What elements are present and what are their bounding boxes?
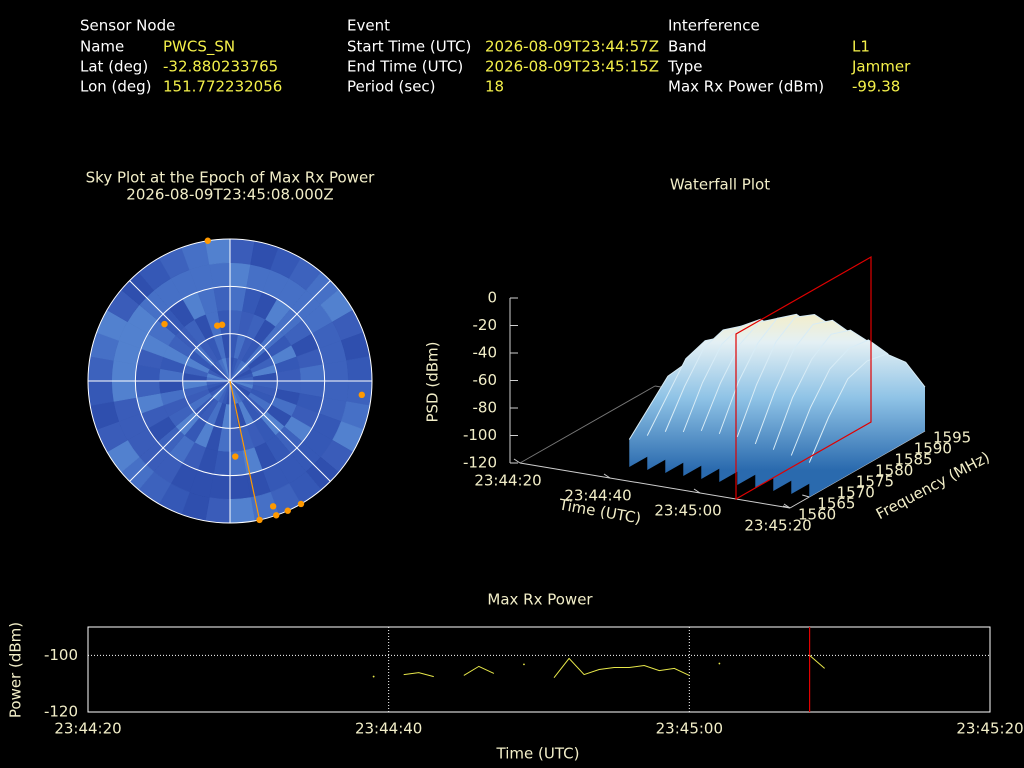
x-tick-label: 23:45:00 xyxy=(656,720,723,738)
satellite xyxy=(218,321,226,328)
x-tick-label: 23:44:20 xyxy=(474,472,541,490)
power-point xyxy=(523,663,525,666)
field-label: End Time (UTC) xyxy=(347,58,463,76)
field-value: 18 xyxy=(485,78,504,96)
sky-cell xyxy=(87,356,114,382)
y-tick-label: 1595 xyxy=(933,429,971,447)
field-value: -99.38 xyxy=(852,78,900,96)
satellite xyxy=(358,391,366,399)
y-tick-label: -100 xyxy=(44,646,78,664)
chart-title: Max Rx Power xyxy=(487,591,593,609)
plot-frame xyxy=(87,626,991,713)
z-tick-label: -40 xyxy=(473,344,498,362)
y-tick-label: 1565 xyxy=(817,495,855,513)
x-tick xyxy=(603,473,611,479)
field-label: Band xyxy=(668,38,707,56)
field-label: Period (sec) xyxy=(347,78,436,96)
field-value: 2026-08-09T23:45:15Z xyxy=(485,58,659,76)
bearing-line xyxy=(229,380,261,521)
azimuth-grid xyxy=(129,380,231,482)
chart-title: Waterfall Plot xyxy=(670,176,770,194)
surface-shade xyxy=(809,354,925,497)
time-axis xyxy=(519,462,791,509)
field-value: 2026-08-09T23:44:57Z xyxy=(485,38,659,56)
x-tick xyxy=(513,458,521,464)
y-tick-label: 1585 xyxy=(894,451,932,469)
satellite xyxy=(232,453,239,460)
section-title: Sensor Node xyxy=(80,17,175,35)
field-value: L1 xyxy=(852,38,870,56)
azimuth-grid xyxy=(229,280,331,382)
section-title: Event xyxy=(347,17,390,35)
z-tick-label: -60 xyxy=(473,371,498,389)
power-point xyxy=(718,662,721,665)
power-point xyxy=(372,675,375,678)
field-label: Lon (deg) xyxy=(80,78,152,96)
satellite xyxy=(273,512,280,519)
satellite xyxy=(297,500,305,508)
azimuth-grid xyxy=(229,380,331,482)
chart-subtitle: 2026-08-09T23:45:08.000Z xyxy=(126,186,333,204)
field-label: Type xyxy=(667,58,702,76)
field-value: Jammer xyxy=(851,58,911,76)
y-tick-label: 1580 xyxy=(875,462,913,480)
satellite xyxy=(161,320,168,328)
z-axis-label: PSD (dBm) xyxy=(424,341,442,422)
satellite xyxy=(284,507,291,514)
satellite xyxy=(204,237,211,244)
z-tick-label: -100 xyxy=(463,426,497,444)
field-value: PWCS_SN xyxy=(163,38,235,57)
y-axis-label: Power (dBm) xyxy=(7,622,25,718)
z-tick-label: -80 xyxy=(473,399,498,417)
base-edge xyxy=(519,385,656,464)
y-tick xyxy=(782,505,791,509)
sky-cell xyxy=(346,356,373,382)
chart-title: Sky Plot at the Epoch of Max Rx Power xyxy=(86,169,376,187)
sky-cell xyxy=(229,497,255,524)
z-tick-label: 0 xyxy=(487,289,497,307)
y-tick-label: 1590 xyxy=(914,440,952,458)
power-line xyxy=(403,672,434,678)
sky-cell xyxy=(229,238,255,265)
x-tick-label: 23:45:20 xyxy=(744,517,811,535)
power-line xyxy=(553,657,690,679)
field-label: Max Rx Power (dBm) xyxy=(668,78,824,96)
field-label: Start Time (UTC) xyxy=(347,38,471,56)
y-tick-label: 1560 xyxy=(798,506,836,524)
satellite xyxy=(256,516,263,524)
x-tick-label: 23:44:40 xyxy=(355,720,422,738)
x-tick-label: 23:44:20 xyxy=(54,720,121,738)
y-tick-label: -120 xyxy=(44,703,78,721)
power-line xyxy=(809,654,825,669)
surface-row xyxy=(808,353,926,463)
sky-cell xyxy=(205,497,231,524)
power-line xyxy=(463,665,495,676)
sky-cell xyxy=(87,380,114,406)
field-label: Name xyxy=(80,38,124,56)
field-value: -32.880233765 xyxy=(163,58,278,76)
field-label: Lat (deg) xyxy=(80,58,148,76)
satellite xyxy=(214,322,221,329)
y-tick-label: 1575 xyxy=(856,473,894,491)
section-title: Interference xyxy=(668,17,760,35)
z-tick-label: -20 xyxy=(473,316,498,334)
z-tick-label: -120 xyxy=(463,454,497,472)
surface-row xyxy=(790,339,908,456)
azimuth-grid xyxy=(129,280,231,382)
x-tick xyxy=(693,488,701,494)
x-tick-label: 23:44:40 xyxy=(564,487,631,505)
x-axis-label: Time (UTC) xyxy=(496,745,580,763)
x-tick-label: 23:45:00 xyxy=(654,502,721,520)
field-value: 151.772232056 xyxy=(163,78,282,96)
y-tick-label: 1570 xyxy=(837,484,875,502)
satellite xyxy=(269,503,277,510)
x-tick-label: 23:45:20 xyxy=(956,720,1023,738)
epoch-plane xyxy=(735,255,872,501)
y-tick xyxy=(802,494,810,498)
